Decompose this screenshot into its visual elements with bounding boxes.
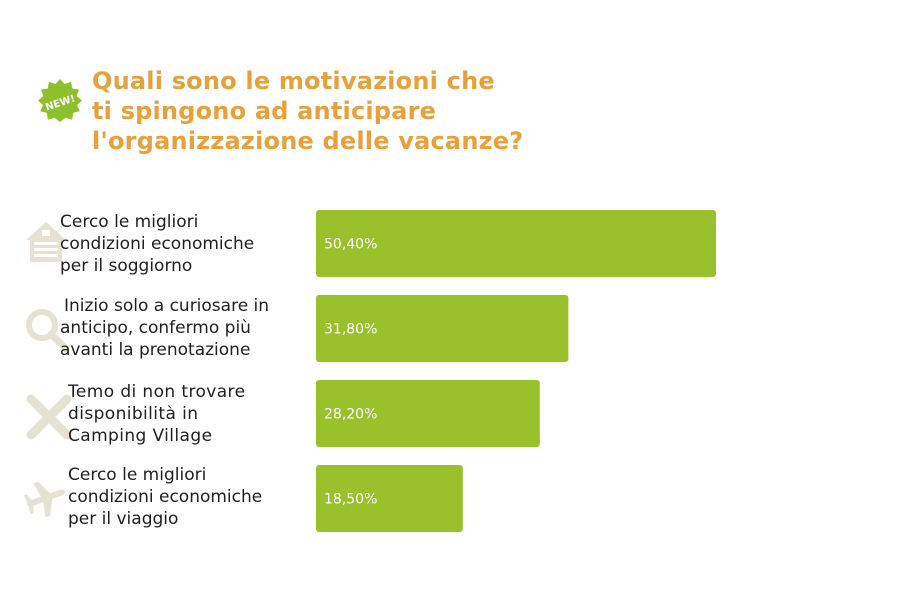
category-label-line: Cerco le migliori bbox=[68, 465, 207, 485]
house-icon bbox=[22, 218, 70, 266]
category-label: Cerco le migliori condizioni economiche … bbox=[68, 464, 318, 530]
bar-value-label: 28,20% bbox=[324, 407, 377, 423]
bar bbox=[316, 295, 569, 362]
category-label-line: per il soggiorno bbox=[60, 256, 193, 276]
new-badge: NEW! bbox=[36, 78, 84, 126]
bar bbox=[316, 380, 540, 447]
title-line: Quali sono le motivazioni che bbox=[92, 67, 495, 95]
bar-value-label: 18,50% bbox=[324, 492, 377, 508]
bar-value-label: 31,80% bbox=[324, 322, 377, 338]
category-label-line: condizioni economiche bbox=[60, 234, 255, 254]
x-mark-icon bbox=[25, 393, 73, 441]
bar bbox=[316, 465, 463, 532]
category-label-line: Camping Village bbox=[68, 426, 213, 446]
category-label-line: Cerco le migliori bbox=[60, 212, 199, 232]
new-badge-icon: NEW! bbox=[38, 79, 82, 122]
magnifier-icon bbox=[22, 305, 70, 353]
category-label-line: Temo di non trovare bbox=[68, 382, 246, 402]
category-label-line: avanti la prenotazione bbox=[60, 340, 251, 360]
category-label-line: per il viaggio bbox=[68, 509, 179, 529]
category-label: Cerco le migliori condizioni economiche … bbox=[60, 211, 310, 277]
title-line: ti spingono ad anticipare bbox=[92, 97, 437, 125]
airplane-icon bbox=[22, 474, 70, 522]
page-title: Quali sono le motivazioni che ti spingon… bbox=[92, 66, 652, 156]
bar bbox=[316, 210, 716, 277]
category-label-line: condizioni economiche bbox=[68, 487, 263, 507]
title-line: l'organizzazione delle vacanze? bbox=[92, 127, 524, 155]
category-label-line: Inizio solo a curiosare in bbox=[64, 296, 270, 316]
category-label: Temo di non trovare disponibilità in Cam… bbox=[68, 381, 318, 447]
category-label-line: disponibilità in bbox=[68, 404, 199, 424]
category-label: Inizio solo a curiosare in anticipo, con… bbox=[60, 295, 310, 361]
bar-value-label: 50,40% bbox=[324, 237, 377, 253]
category-label-line: anticipo, confermo più bbox=[60, 318, 251, 338]
